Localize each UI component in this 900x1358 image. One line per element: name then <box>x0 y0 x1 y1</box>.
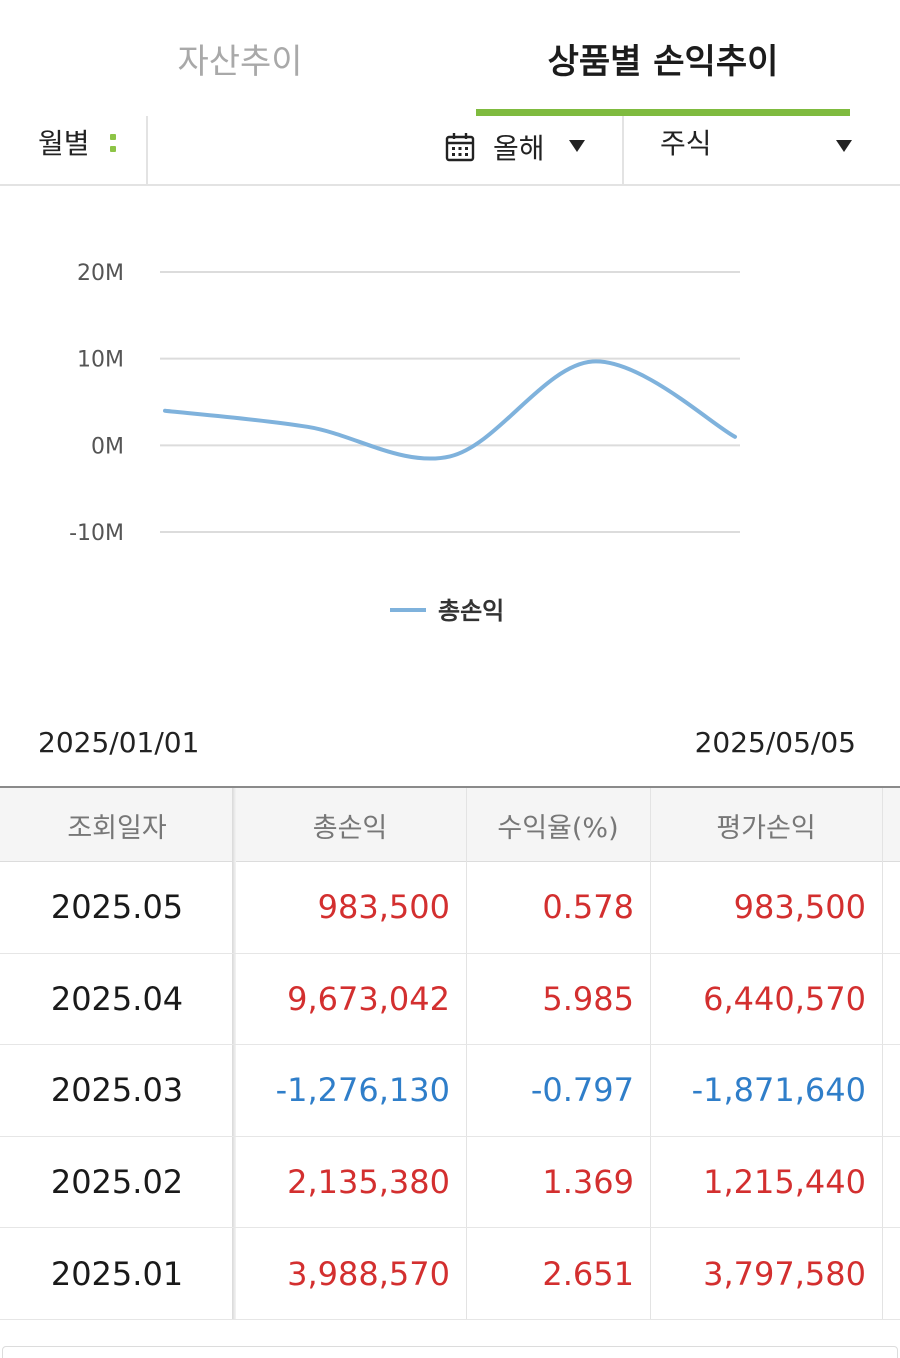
table-row[interactable]: 2025.02 2,135,380 1.369 1,215,440 <box>0 1136 900 1229</box>
cell-date: 2025.01 <box>50 1254 184 1293</box>
cell-eval-pnl: 3,797,580 <box>703 1254 866 1293</box>
cell-return-rate: 0.578 <box>542 888 634 927</box>
cell-eval-pnl: 6,440,570 <box>703 979 866 1018</box>
frozen-column-shadow <box>232 1228 236 1319</box>
column-divider <box>650 953 651 1045</box>
cell-return-rate: 2.651 <box>542 1254 634 1293</box>
pnl-table: 조회일자 총손익 수익율(%) 평가손익 2025.05 983,500 0.5… <box>0 786 900 1320</box>
tab-bar: 자산추이 상품별 손익추이 <box>0 0 900 116</box>
column-divider <box>650 862 651 953</box>
filter-bar: 월별 올해 주식 <box>0 116 900 186</box>
product-dropdown[interactable]: 주식 <box>624 122 864 172</box>
column-divider <box>466 788 467 862</box>
cell-total-pnl: 9,673,042 <box>287 979 450 1018</box>
chart-svg: 20M 10M 0M -10M 총손익 <box>69 261 740 625</box>
header-eval-pnl: 평가손익 <box>716 812 816 844</box>
header-return-rate: 수익율(%) <box>497 812 619 844</box>
y-tick-label: -10M <box>69 521 124 546</box>
column-divider <box>466 1228 467 1319</box>
range-end-date: 2025/05/05 <box>694 726 856 759</box>
column-divider <box>466 953 467 1045</box>
cell-total-pnl: -1,276,130 <box>275 1071 450 1110</box>
header-date: 조회일자 <box>67 812 167 844</box>
table-header: 조회일자 총손익 수익율(%) 평가손익 <box>0 788 900 862</box>
cell-return-rate: 1.369 <box>542 1163 634 1202</box>
series-line-total-pnl <box>163 359 737 461</box>
column-divider <box>882 953 883 1045</box>
header-total-pnl: 총손익 <box>312 812 388 844</box>
cell-return-rate: 5.985 <box>542 979 634 1018</box>
legend-label: 총손익 <box>438 597 504 625</box>
cell-total-pnl: 3,988,570 <box>287 1254 450 1293</box>
cell-eval-pnl: 1,215,440 <box>703 1163 866 1202</box>
filter-divider <box>146 116 148 186</box>
frozen-column-shadow <box>232 788 236 862</box>
range-start-date: 2025/01/01 <box>38 726 200 759</box>
column-divider <box>882 862 883 953</box>
cell-total-pnl: 983,500 <box>317 888 450 927</box>
column-divider <box>882 1045 883 1136</box>
y-tick-label: 0M <box>91 434 124 459</box>
caret-down-icon <box>836 140 852 152</box>
y-tick-label: 10M <box>77 348 124 373</box>
column-divider <box>650 1228 651 1319</box>
calendar-icon <box>445 133 475 162</box>
year-label: 올해 <box>493 132 545 165</box>
column-divider <box>650 788 651 862</box>
column-divider <box>466 862 467 953</box>
pnl-line-chart: 20M 10M 0M -10M 총손익 <box>0 186 900 696</box>
active-tab-indicator <box>476 109 850 116</box>
period-label: 월별 <box>38 127 90 160</box>
cell-date: 2025.03 <box>50 1071 184 1110</box>
column-divider <box>882 788 883 862</box>
product-label: 주식 <box>660 127 712 160</box>
table-row[interactable]: 2025.03 -1,276,130 -0.797 -1,871,640 <box>0 1045 900 1137</box>
cell-return-rate: -0.797 <box>530 1071 634 1110</box>
frozen-column-shadow <box>232 953 236 1045</box>
column-divider <box>882 1136 883 1228</box>
column-divider <box>650 1045 651 1136</box>
column-divider <box>650 1136 651 1228</box>
year-dropdown[interactable]: 올해 <box>445 122 595 172</box>
frozen-column-shadow <box>232 1045 236 1136</box>
table-row[interactable]: 2025.05 983,500 0.578 983,500 <box>0 862 900 954</box>
cell-eval-pnl: -1,871,640 <box>691 1071 866 1110</box>
cell-date: 2025.04 <box>50 979 184 1018</box>
caret-down-icon <box>569 140 585 152</box>
column-divider <box>882 1228 883 1319</box>
cell-eval-pnl: 983,500 <box>733 888 866 927</box>
y-tick-label: 20M <box>77 261 124 286</box>
table-row[interactable]: 2025.01 3,988,570 2.651 3,797,580 <box>0 1228 900 1320</box>
cell-date: 2025.02 <box>50 1163 184 1202</box>
column-divider <box>466 1136 467 1228</box>
table-row[interactable]: 2025.04 9,673,042 5.985 6,440,570 <box>0 953 900 1046</box>
cell-date: 2025.05 <box>50 888 184 927</box>
period-toggle-icon <box>110 132 118 156</box>
cell-total-pnl: 2,135,380 <box>287 1163 450 1202</box>
column-divider <box>466 1045 467 1136</box>
filter-divider <box>622 116 624 186</box>
frozen-column-shadow <box>232 862 236 953</box>
frozen-column-shadow <box>232 1136 236 1228</box>
bottom-panel <box>2 1346 898 1358</box>
tab-asset-trend[interactable]: 자산추이 <box>177 41 303 82</box>
tab-product-pnl-trend[interactable]: 상품별 손익추이 <box>547 41 779 82</box>
